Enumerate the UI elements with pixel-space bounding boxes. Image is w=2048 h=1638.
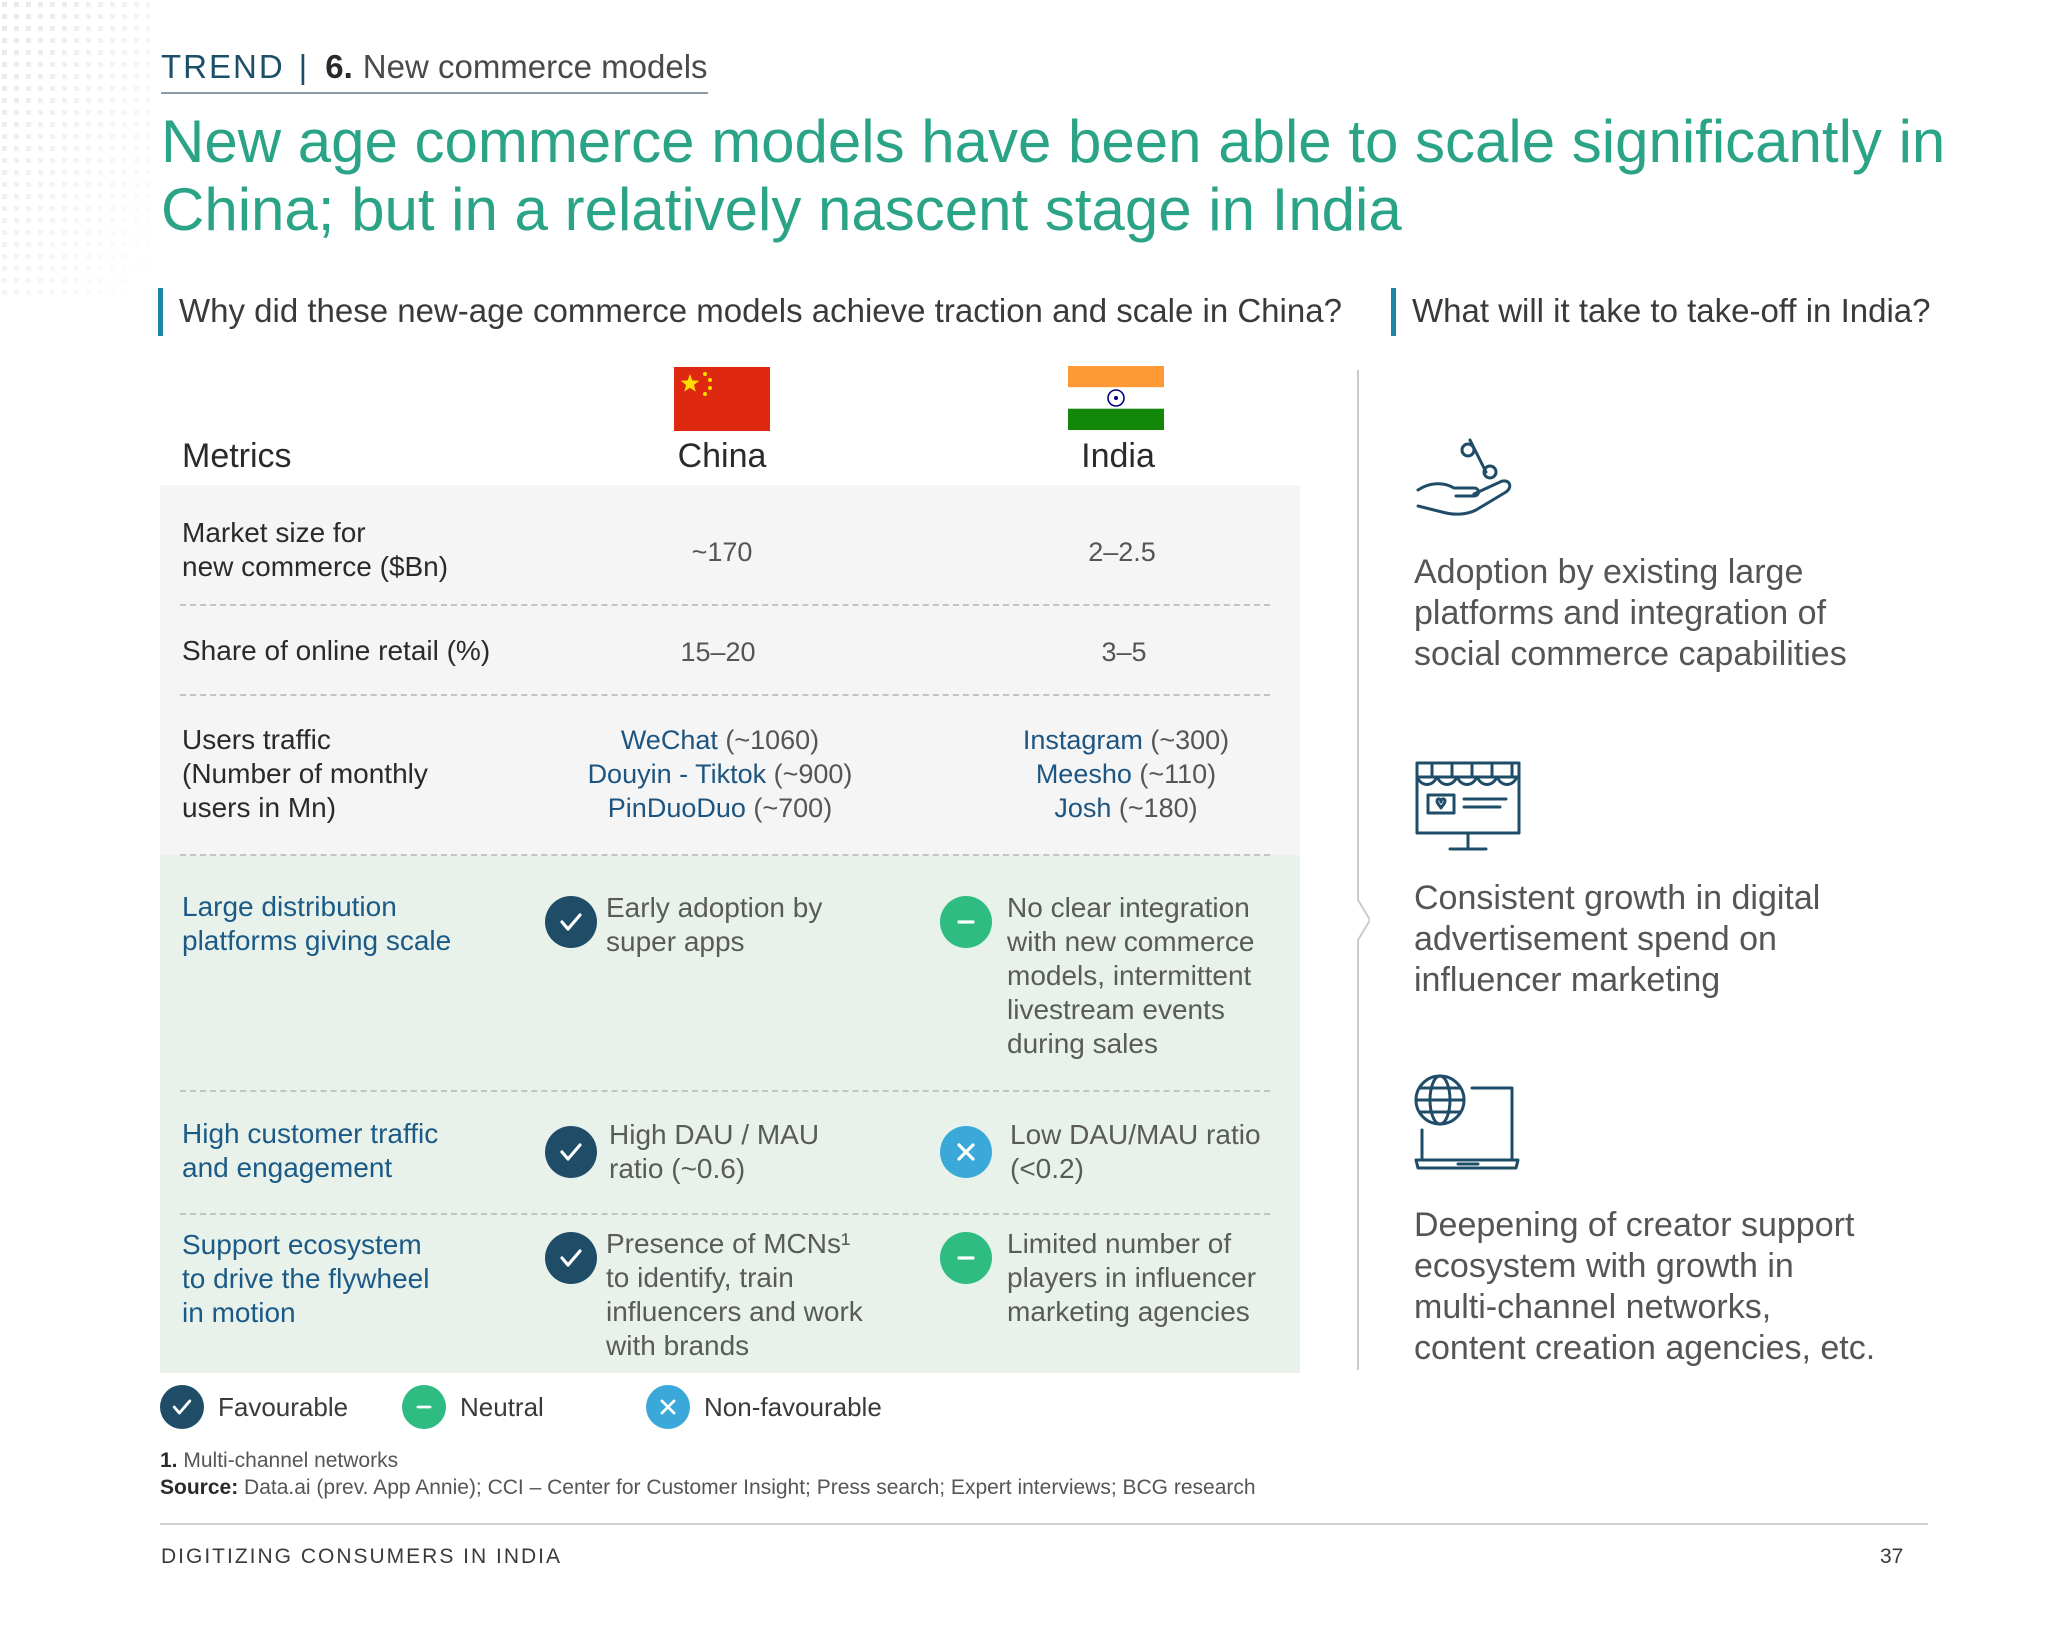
market-size-india: 2–2.5 [1088,537,1156,567]
takeoff-item-creator-ecosystem: Deepening of creator support ecosystem w… [1414,1206,1876,1367]
favourable-check-icon [160,1385,204,1429]
qualitative-factors-panel [160,855,1300,1373]
trend-separator: | [298,48,308,85]
favourable-check-icon [545,1232,597,1284]
share-online-india: 3–5 [1101,637,1147,667]
list-item: Meesho (~110) [1035,759,1217,789]
list-item: Douyin - Tiktok (~900) [587,759,853,789]
list-item: Instagram (~300) [1022,725,1230,755]
trend-word: TREND [161,48,285,85]
users-traffic-india: Instagram (~300) Meesho (~110) Josh (~18… [966,723,1286,825]
list-item: PinDuoDuo (~700) [607,793,833,823]
hand-percent-icon [1416,438,1512,516]
market-size-china: ~170 [691,537,753,567]
ecosystem-india-text: Limited number of players in influencer … [1007,1228,1257,1327]
right-section-question: What will it take to take-off in India? [1391,288,1930,336]
non-favourable-cross-icon [940,1126,992,1178]
distribution-label: Large distribution platforms giving scal… [182,891,452,956]
traffic-india-text: Low DAU/MAU ratio (<0.2) [1010,1119,1261,1184]
row-divider [180,694,1270,696]
legend-non-favourable-label: Non-favourable [704,1391,882,1422]
page-title: New age commerce models have been able t… [161,108,1946,243]
neutral-minus-icon [940,896,992,948]
share-online-china: 15–20 [680,637,756,667]
trend-breadcrumb: TREND | 6. New commerce models [161,48,708,94]
row-divider [180,1090,1270,1092]
china-flag-icon [674,367,770,431]
decorative-dot-pattern [0,0,150,300]
ecosystem-china-text: Presence of MCNs¹ to identify, train inf… [606,1228,863,1361]
trend-number: 6. [325,48,353,85]
online-store-icon [1415,761,1521,851]
market-size-label: Market size for new commerce ($Bn) [182,517,449,582]
neutral-minus-icon [402,1385,446,1429]
footer-rule [160,1523,1928,1525]
list-item: WeChat (~1060) [620,725,820,755]
favourable-check-icon [545,1126,597,1178]
legend-neutral-label: Neutral [460,1391,544,1422]
legend-non-favourable: Non-favourable [646,1385,882,1429]
metrics-column-header: Metrics [182,437,292,475]
india-flag-icon [1068,366,1164,430]
footnotes: 1. Multi-channel networks Source: Data.a… [160,1447,1256,1501]
legend-neutral: Neutral [402,1385,544,1429]
ecosystem-label: Support ecosystem to drive the flywheel … [182,1229,430,1328]
page-number: 37 [1880,1545,1904,1568]
takeoff-item-adoption: Adoption by existing large platforms and… [1414,553,1847,673]
left-section-question: Why did these new-age commerce models ac… [158,288,1342,336]
takeoff-item-digital-ad: Consistent growth in digital advertiseme… [1414,879,1821,999]
users-traffic-label: Users traffic (Number of monthly users i… [182,724,428,823]
row-divider [180,854,1270,856]
globe-laptop-icon [1414,1074,1520,1170]
footer-publication-title: DIGITIZING CONSUMERS IN INDIA [161,1545,563,1568]
legend-favourable-label: Favourable [218,1391,349,1422]
india-column-header: India [1081,437,1155,475]
non-favourable-cross-icon [646,1385,690,1429]
favourable-check-icon [545,896,597,948]
users-traffic-china: WeChat (~1060) Douyin - Tiktok (~900) Pi… [560,723,880,825]
distribution-china-text: Early adoption by super apps [606,892,823,957]
section-divider [1357,370,1370,1370]
traffic-label: High customer traffic and engagement [182,1118,439,1183]
traffic-china-text: High DAU / MAU ratio (~0.6) [609,1119,820,1184]
quantitative-metrics-panel [160,485,1300,855]
trend-label: New commerce models [362,48,708,85]
share-online-label: Share of online retail (%) [182,635,491,666]
source-note: Source: Data.ai (prev. App Annie); CCI –… [160,1476,1256,1499]
legend-favourable: Favourable [160,1385,348,1429]
neutral-minus-icon [940,1232,992,1284]
distribution-india-text: No clear integration with new commerce m… [1007,892,1255,1059]
row-divider [180,1213,1270,1215]
footnote-1: 1. Multi-channel networks [160,1449,399,1472]
china-column-header: China [677,437,767,475]
list-item: Josh (~180) [1054,793,1198,823]
row-divider [180,604,1270,606]
